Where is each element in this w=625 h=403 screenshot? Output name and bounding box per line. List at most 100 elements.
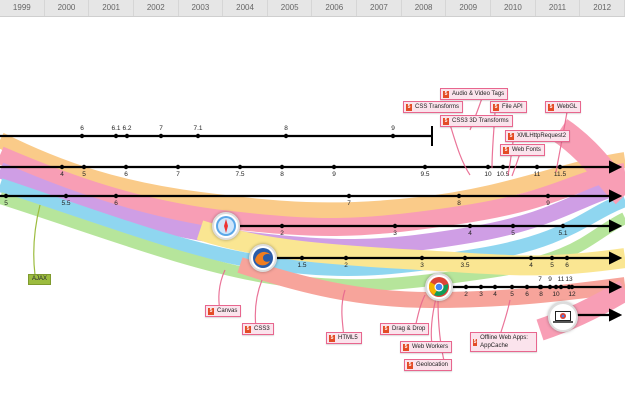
version-dot[interactable] [79,133,85,139]
version-label: 4 [493,291,497,298]
version-dot[interactable] [553,284,559,290]
version-dot[interactable] [456,193,462,199]
version-dot[interactable] [557,164,563,170]
year-label: 2004 [223,0,268,16]
version-dot[interactable] [534,164,540,170]
version-label: 3 [420,262,424,269]
html5-icon: 5 [443,90,449,98]
tag-web-workers[interactable]: 5 Web Workers [400,341,453,353]
version-dot[interactable] [463,284,469,290]
html5-icon: 5 [406,103,412,111]
firefox-icon[interactable] [249,244,277,272]
version-dot[interactable] [566,284,572,290]
version-label: 6 [80,125,84,132]
version-label: 3 [479,291,483,298]
version-dot[interactable] [560,223,566,229]
version-dot[interactable] [422,164,428,170]
chromebook-icon[interactable] [548,302,578,332]
version-dot[interactable] [500,164,506,170]
version-dot[interactable] [195,133,201,139]
version-dot[interactable] [123,164,129,170]
version-label: 11 [534,171,541,178]
version-dot[interactable] [462,255,468,261]
tag-css3[interactable]: 5 CSS3 [242,323,274,335]
version-dot[interactable] [538,284,544,290]
version-dot[interactable] [343,255,349,261]
version-dot[interactable] [419,255,425,261]
version-dot[interactable] [564,255,570,261]
version-dot[interactable] [237,164,243,170]
version-dot[interactable] [549,255,555,261]
tag-web-fonts[interactable]: 5 Web Fonts [500,144,545,156]
version-label: 6.2 [122,125,131,132]
version-label: 7 [159,125,163,132]
version-label: 5.1 [558,230,567,237]
version-dot[interactable] [283,133,289,139]
safari-icon[interactable] [212,212,240,240]
html5-icon: 5 [443,117,449,125]
html5-icon: 5 [407,361,413,369]
version-dot[interactable] [467,223,473,229]
version-dot[interactable] [63,193,69,199]
version-label: 10.5 [497,171,510,178]
version-dot[interactable] [59,164,65,170]
version-dot[interactable] [390,133,396,139]
version-dot[interactable] [81,164,87,170]
version-dot[interactable] [3,193,9,199]
version-dot[interactable] [113,133,119,139]
version-label: 6 [525,291,529,298]
version-label: 5 [4,200,8,207]
version-label: 1.5 [297,262,306,269]
year-label: 2003 [179,0,224,16]
version-label: 6 [114,200,118,207]
html5-icon: 5 [329,334,335,342]
version-label: 12 [568,291,576,298]
version-dot[interactable] [175,164,181,170]
tag-html5[interactable]: 5 HTML5 [326,332,362,344]
version-dot[interactable] [331,164,337,170]
version-dot[interactable] [545,193,551,199]
tag-webgl[interactable]: 5 WebGL [545,101,582,113]
version-dot[interactable] [346,193,352,199]
version-dot[interactable] [392,223,398,229]
version-dot[interactable] [485,164,491,170]
version-label: 6 [124,171,128,178]
version-dot[interactable] [478,284,484,290]
version-dot[interactable] [547,284,553,290]
version-label: 3.5 [460,262,469,269]
tag-drag-drop[interactable]: 5 Drag & Drop [380,323,430,335]
version-label: 5.5 [61,200,70,207]
version-dot[interactable] [510,223,516,229]
version-dot[interactable] [158,133,164,139]
tag-xhr2[interactable]: 5 XMLHttpRequest2 [505,130,571,142]
version-dot[interactable] [528,255,534,261]
chrome-icon[interactable] [425,273,453,301]
version-dot[interactable] [492,284,498,290]
tag-canvas[interactable]: 5 Canvas [205,305,242,317]
html5-icon: 5 [493,103,499,111]
version-dot[interactable] [299,255,305,261]
version-dot[interactable] [509,284,515,290]
tag-css-transforms[interactable]: 5 CSS Transforms [403,101,464,113]
version-dot[interactable] [113,193,119,199]
version-label: 7 [538,276,542,283]
html5-icon: 5 [548,103,554,111]
tag-geolocation[interactable]: 5 Geolocation [404,359,453,371]
version-label: 11.5 [554,171,567,178]
tag-audio-video[interactable]: 5 Audio & Video Tags [440,88,509,100]
version-dot[interactable] [124,133,130,139]
html5-icon: 5 [473,338,478,346]
tag-offline-appcache[interactable]: 5 Offline Web Apps: AppCache [470,332,537,352]
html5-icon: 5 [403,343,409,351]
tag-css3-3d[interactable]: 5 CSS3 3D Transforms [440,115,513,127]
html5-icon: 5 [508,132,514,140]
version-dot[interactable] [558,284,564,290]
version-label: 6 [565,262,569,269]
version-label: 9 [548,276,552,283]
version-dot[interactable] [279,223,285,229]
version-dot[interactable] [279,164,285,170]
tag-ajax[interactable]: AJAX [28,274,52,285]
version-dot[interactable] [524,284,530,290]
tag-file-api[interactable]: 5 File API [490,101,527,113]
